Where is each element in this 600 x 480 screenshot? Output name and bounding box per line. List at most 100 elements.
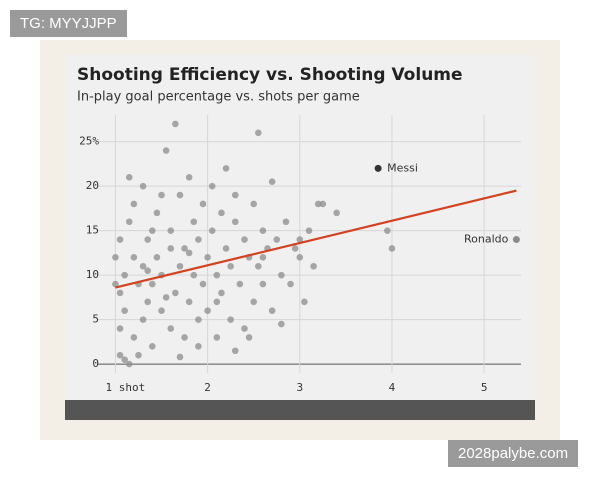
point xyxy=(195,316,202,323)
point xyxy=(314,200,322,208)
point xyxy=(255,262,262,270)
point xyxy=(167,325,175,332)
point xyxy=(213,298,221,306)
point xyxy=(310,262,317,270)
point xyxy=(301,298,308,306)
point xyxy=(250,200,257,208)
point xyxy=(213,271,221,279)
point xyxy=(153,254,161,261)
point xyxy=(231,347,239,355)
x-tick-label: 1 shot xyxy=(106,381,146,394)
y-tick-label: 5 xyxy=(92,313,99,326)
point xyxy=(172,120,179,128)
point xyxy=(222,165,230,172)
point xyxy=(172,289,179,297)
footer-bar xyxy=(65,400,535,420)
point xyxy=(135,351,142,359)
point xyxy=(278,271,285,279)
point xyxy=(319,200,327,208)
x-tick-label: 5 xyxy=(481,381,488,394)
point xyxy=(130,200,138,208)
point xyxy=(144,298,151,306)
point xyxy=(149,227,156,234)
point xyxy=(121,271,128,279)
point xyxy=(162,294,170,301)
x-tick-label: 4 xyxy=(389,381,396,394)
point xyxy=(153,209,161,217)
point xyxy=(384,227,391,234)
point xyxy=(144,267,151,274)
point xyxy=(287,280,294,288)
point xyxy=(149,280,156,288)
point xyxy=(181,334,188,341)
point xyxy=(116,289,124,297)
y-tick-label: 10 xyxy=(86,268,99,281)
point xyxy=(296,254,304,261)
point xyxy=(190,218,198,226)
y-tick-label: 20 xyxy=(86,179,99,192)
y-tick-label: 0 xyxy=(92,357,99,370)
y-tick-label: 15 xyxy=(86,224,99,237)
point xyxy=(231,191,239,199)
chart-title: Shooting Efficiency vs. Shooting Volume xyxy=(77,65,463,85)
point xyxy=(199,280,207,288)
point xyxy=(236,280,244,288)
annotation-label: Messi xyxy=(387,161,418,174)
point xyxy=(273,236,281,243)
point xyxy=(213,334,221,341)
y-tick-label: 25% xyxy=(79,135,99,148)
point xyxy=(176,262,184,270)
point xyxy=(199,200,207,208)
point xyxy=(149,343,156,350)
point xyxy=(291,245,299,252)
point xyxy=(231,218,239,226)
point xyxy=(139,316,147,323)
point xyxy=(112,254,119,261)
point xyxy=(167,245,175,252)
point xyxy=(195,343,202,350)
point xyxy=(245,334,253,341)
point xyxy=(125,218,133,226)
point xyxy=(208,227,216,234)
chart-subtitle: In-play goal percentage vs. shots per ga… xyxy=(77,90,360,105)
point xyxy=(241,236,248,243)
point xyxy=(121,356,128,363)
point xyxy=(388,245,396,252)
point xyxy=(268,178,276,186)
point xyxy=(278,320,285,328)
point xyxy=(185,173,193,181)
point xyxy=(144,236,151,243)
trend-line xyxy=(115,189,517,289)
point xyxy=(139,262,147,270)
point xyxy=(250,298,257,306)
x-tick-label: 2 xyxy=(204,381,211,394)
watermark: 2028palybe.com xyxy=(448,440,579,467)
point xyxy=(218,289,225,297)
point xyxy=(121,307,128,315)
point xyxy=(112,280,119,288)
point xyxy=(333,209,340,217)
point xyxy=(162,147,170,154)
point xyxy=(218,209,225,217)
point xyxy=(208,182,216,190)
point xyxy=(125,360,133,368)
point xyxy=(185,249,193,257)
annotated-point xyxy=(374,164,382,172)
point xyxy=(116,325,124,332)
point xyxy=(195,236,202,243)
point xyxy=(190,271,198,279)
point xyxy=(176,191,184,199)
point xyxy=(227,262,234,270)
point xyxy=(259,227,267,234)
point xyxy=(116,236,124,243)
point xyxy=(139,182,147,190)
point xyxy=(176,353,184,361)
x-tick-label: 3 xyxy=(296,381,303,394)
annotation-label: Ronaldo xyxy=(464,233,509,246)
point xyxy=(282,218,290,226)
point xyxy=(222,245,230,252)
point xyxy=(204,254,211,261)
point xyxy=(167,227,175,234)
